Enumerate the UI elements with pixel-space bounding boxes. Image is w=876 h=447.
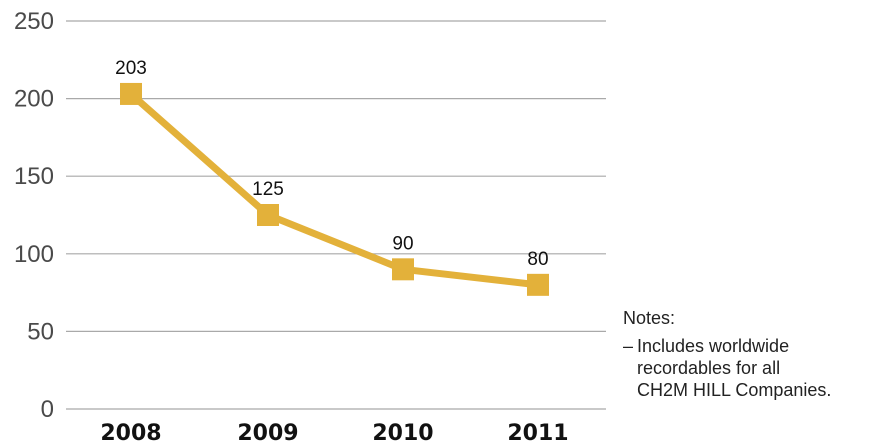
y-tick-label: 250 — [14, 8, 54, 35]
x-tick-label-2008: 2008 — [100, 421, 161, 446]
data-label-2010: 90 — [392, 233, 413, 254]
y-tick-label: 0 — [41, 396, 54, 423]
y-tick-label: 150 — [14, 163, 54, 190]
x-tick-label-2010: 2010 — [372, 421, 433, 446]
y-tick-label: 50 — [27, 318, 54, 345]
data-label-2009: 125 — [252, 179, 284, 200]
y-tick-label: 200 — [14, 86, 54, 113]
data-point-2009 — [257, 204, 279, 226]
notes-text: Includes worldwide recordables for all C… — [637, 335, 832, 400]
x-tick-label-2011: 2011 — [507, 421, 568, 446]
notes-title: Notes: — [623, 308, 676, 328]
data-point-2011 — [527, 273, 549, 296]
notes-bullet-dash: – — [623, 335, 634, 356]
notes-block: Notes: – Includes worldwide recordables … — [623, 308, 873, 402]
data-label-2008: 203 — [115, 58, 147, 79]
y-tick-label: 100 — [14, 241, 54, 268]
data-point-2008 — [120, 82, 142, 105]
data-label-2011: 80 — [527, 249, 548, 270]
x-tick-label-2009: 2009 — [237, 421, 298, 446]
notes-item: – Includes worldwide recordables for all… — [623, 336, 873, 402]
data-point-2010 — [392, 258, 414, 281]
series-line — [127, 90, 542, 289]
